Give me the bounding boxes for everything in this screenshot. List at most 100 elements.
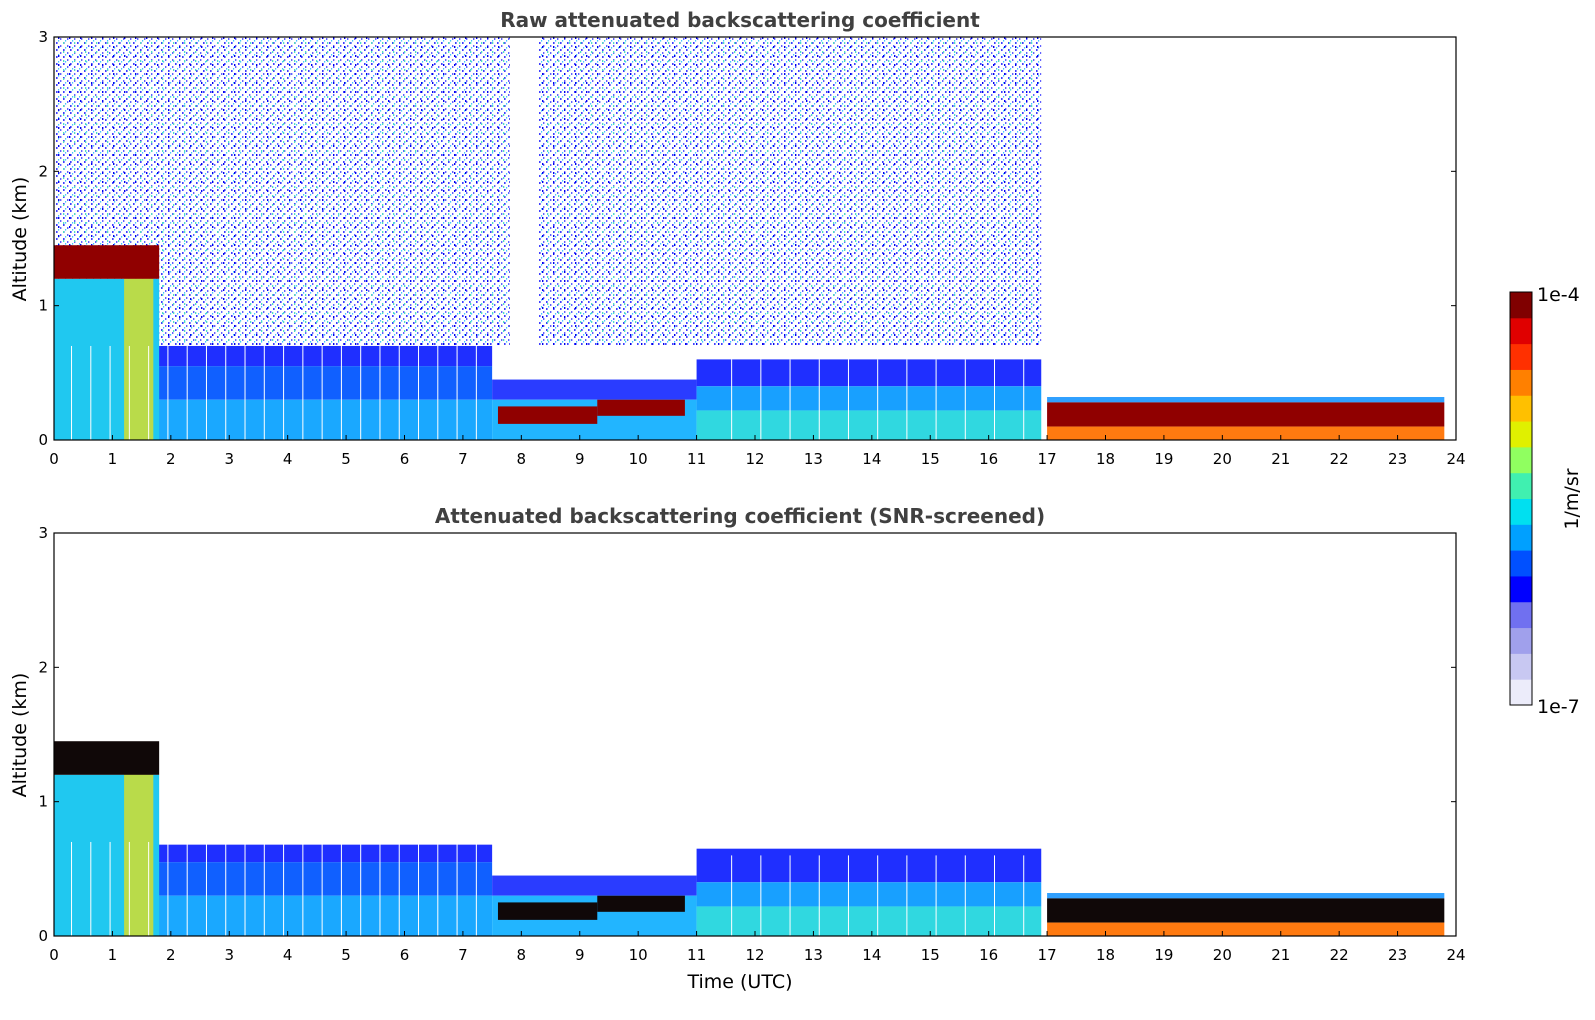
x-tick-label: 7 [458, 450, 468, 468]
fog-layer [1047, 898, 1445, 923]
colorbar: 1e-4 1e-7 1/m/sr [1509, 284, 1583, 718]
panel-screened-title: Attenuated backscattering coefficient (S… [435, 504, 1045, 528]
noise-region-2 [54, 37, 1042, 346]
aerosol-dip-upper [492, 875, 697, 896]
y-tick-label: 1 [38, 297, 48, 315]
colorbar-step [1510, 369, 1532, 396]
panel-screened-ticks: 0 1 2 3 4 5 6 7 8 9 10 11 12 13 14 15 16 17 18 19 20 21 22 23 24… [38, 524, 1465, 964]
colorbar-frame [1509, 291, 1533, 706]
x-tick-label: 19 [1154, 946, 1173, 964]
x-tick-label: 2 [166, 450, 176, 468]
colorbar-max-label: 1e-4 [1537, 284, 1580, 306]
y-tick-label: 2 [38, 162, 48, 180]
x-tick-label: 21 [1271, 450, 1290, 468]
x-tick-label: 10 [629, 946, 648, 964]
panel-screened-xlabel: Time (UTC) [686, 971, 792, 993]
colorbar-step [1510, 550, 1532, 577]
x-tick-label: 3 [224, 946, 234, 964]
x-tick-label: 5 [341, 946, 351, 964]
x-tick-label: 2 [166, 946, 176, 964]
x-tick-label: 13 [804, 450, 823, 468]
x-tick-label: 16 [979, 946, 998, 964]
x-tick-label: 12 [745, 450, 764, 468]
x-tick-label: 11 [687, 946, 706, 964]
colorbar-step [1510, 472, 1532, 499]
y-tick-label: 1 [38, 793, 48, 811]
panel-screened-plot [54, 741, 1445, 936]
x-tick-label: 6 [400, 450, 410, 468]
panel-screened: Attenuated backscattering coefficient (S… [9, 504, 1466, 993]
colorbar-step [1510, 421, 1532, 448]
x-tick-label: 23 [1388, 450, 1407, 468]
x-tick-label: 1 [108, 450, 118, 468]
fog-top-edge [1047, 397, 1445, 403]
cloud-layer-low-2 [597, 399, 685, 416]
colorbar-step [1510, 575, 1532, 603]
x-tick-label: 19 [1154, 450, 1173, 468]
x-tick-label: 11 [687, 450, 706, 468]
x-tick-label: 10 [629, 450, 648, 468]
panel-raw-title: Raw attenuated backscattering coefficien… [500, 8, 980, 32]
x-tick-label: 1 [108, 946, 118, 964]
x-tick-label: 12 [745, 946, 764, 964]
colorbar-step [1510, 343, 1532, 370]
x-tick-label: 7 [458, 946, 468, 964]
x-tick-label: 4 [283, 946, 293, 964]
x-tick-label: 20 [1213, 946, 1232, 964]
x-tick-label: 15 [921, 450, 940, 468]
x-tick-label: 9 [575, 450, 585, 468]
colorbar-step [1510, 446, 1532, 474]
panel-raw-ticks: 0 1 2 3 4 5 6 7 8 9 10 11 12 13 14 15 16 17 18 19 20 21 22 23 24… [38, 28, 1465, 468]
x-tick-label: 17 [1038, 946, 1057, 964]
y-tick-label: 0 [38, 927, 48, 945]
aerosol-upper-2 [696, 359, 1042, 387]
x-tick-label: 8 [517, 450, 527, 468]
x-tick-label: 0 [49, 946, 59, 964]
x-tick-label: 6 [400, 946, 410, 964]
x-tick-label: 9 [575, 946, 585, 964]
y-tick-label: 3 [38, 524, 48, 542]
colorbar-step [1510, 317, 1532, 345]
x-tick-label: 17 [1038, 450, 1057, 468]
x-tick-label: 3 [224, 450, 234, 468]
aerosol-upper [54, 345, 493, 367]
colorbar-step [1510, 498, 1532, 525]
x-tick-label: 20 [1213, 450, 1232, 468]
aerosol-upper [54, 844, 493, 863]
x-tick-label: 14 [862, 450, 881, 468]
x-tick-label: 16 [979, 450, 998, 468]
cloud-layer-high [54, 741, 160, 775]
x-tick-label: 22 [1330, 946, 1349, 964]
colorbar-units-label: 1/m/sr [1561, 468, 1583, 529]
x-tick-label: 22 [1330, 450, 1349, 468]
cloud-layer-low-2 [597, 895, 685, 912]
aerosol-dip-upper [492, 379, 697, 400]
fog-base [1047, 426, 1445, 440]
y-tick-label: 0 [38, 431, 48, 449]
cloud-layer-low-1 [497, 406, 598, 424]
x-tick-label: 14 [862, 946, 881, 964]
x-tick-label: 8 [517, 946, 527, 964]
colorbar-step [1510, 679, 1532, 706]
x-tick-label: 18 [1096, 450, 1115, 468]
panel-raw: Raw attenuated backscattering coefficien… [9, 8, 1466, 468]
y-tick-label: 3 [38, 28, 48, 46]
x-tick-label: 21 [1271, 946, 1290, 964]
aerosol-mid-2 [696, 882, 1042, 907]
y-tick-label: 2 [38, 658, 48, 676]
panel-raw-ylabel: Altitude (km) [9, 177, 31, 302]
x-tick-label: 24 [1446, 450, 1465, 468]
x-tick-label: 13 [804, 946, 823, 964]
panel-screened-ylabel: Altitude (km) [9, 673, 31, 798]
fog-top-edge [1047, 893, 1445, 899]
x-tick-label: 4 [283, 450, 293, 468]
panel-raw-plot [54, 37, 1445, 440]
x-tick-label: 24 [1446, 946, 1465, 964]
colorbar-step [1510, 524, 1532, 551]
colorbar-step [1510, 601, 1532, 629]
x-tick-label: 5 [341, 450, 351, 468]
x-tick-label: 15 [921, 946, 940, 964]
fog-base [1047, 922, 1445, 936]
aerosol-upper-2 [696, 848, 1042, 883]
